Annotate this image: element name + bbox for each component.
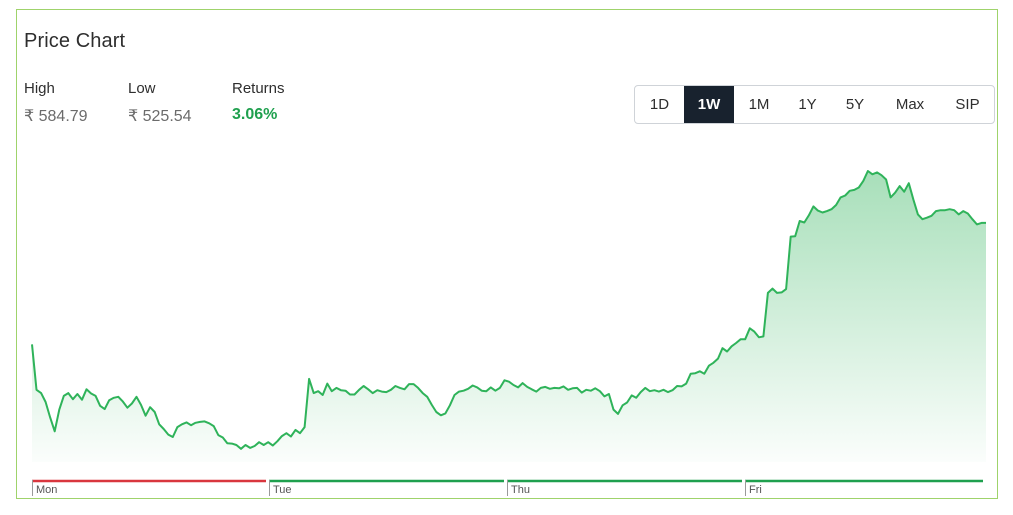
chart-title: Price Chart — [24, 30, 126, 52]
day-label-mon: Mon — [36, 484, 57, 496]
stat-returns-value: 3.06% — [232, 106, 278, 123]
price-line — [31, 170, 986, 450]
price-area-fill — [32, 171, 986, 462]
stat-high: High ₹ 584.79 — [24, 80, 88, 126]
range-button-1m[interactable]: 1M — [748, 96, 770, 113]
stat-low-value: ₹ 525.54 — [128, 108, 192, 125]
time-range-selector: 1D 1W 1M 1Y 5Y Max SIP — [634, 85, 995, 124]
range-button-max[interactable]: Max — [895, 96, 925, 113]
range-button-sip[interactable]: SIP — [955, 96, 980, 113]
stat-returns-label: Returns — [232, 80, 285, 97]
stat-low-label: Low — [128, 80, 156, 97]
range-button-1d[interactable]: 1D — [649, 96, 670, 113]
range-button-1w[interactable]: 1W — [684, 86, 734, 123]
range-button-5y[interactable]: 5Y — [845, 96, 865, 113]
day-label-tue: Tue — [273, 484, 292, 496]
day-label-thu: Thu — [511, 484, 530, 496]
range-button-1y[interactable]: 1Y — [798, 96, 817, 113]
stat-low: Low ₹ 525.54 — [128, 80, 192, 126]
stat-high-value: ₹ 584.79 — [24, 108, 88, 125]
stat-high-label: High — [24, 80, 55, 97]
day-label-fri: Fri — [749, 484, 762, 496]
stat-returns: Returns 3.06% — [232, 80, 285, 124]
